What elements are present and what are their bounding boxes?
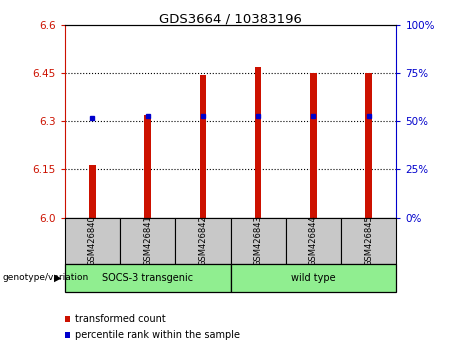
- Text: wild type: wild type: [291, 273, 336, 283]
- Bar: [230, 218, 286, 264]
- Bar: [65, 264, 230, 292]
- Text: GSM426843: GSM426843: [254, 215, 263, 266]
- Bar: [286, 218, 341, 264]
- Bar: [120, 218, 175, 264]
- Bar: [65, 218, 120, 264]
- Bar: [144, 115, 151, 218]
- Bar: [310, 73, 317, 218]
- Text: transformed count: transformed count: [75, 314, 165, 324]
- Bar: [200, 75, 206, 218]
- Text: SOCS-3 transgenic: SOCS-3 transgenic: [102, 273, 193, 283]
- Text: GSM426840: GSM426840: [88, 215, 97, 266]
- Text: ▶: ▶: [54, 273, 61, 283]
- Bar: [255, 67, 261, 218]
- Bar: [230, 264, 396, 292]
- Text: GSM426844: GSM426844: [309, 215, 318, 266]
- Bar: [366, 73, 372, 218]
- Text: percentile rank within the sample: percentile rank within the sample: [75, 330, 240, 340]
- Text: GSM426842: GSM426842: [198, 215, 207, 266]
- Text: GSM426845: GSM426845: [364, 215, 373, 266]
- Text: genotype/variation: genotype/variation: [2, 273, 89, 282]
- Bar: [89, 165, 95, 218]
- Text: GDS3664 / 10383196: GDS3664 / 10383196: [159, 12, 302, 25]
- Bar: [175, 218, 230, 264]
- Text: GSM426841: GSM426841: [143, 215, 152, 266]
- Bar: [341, 218, 396, 264]
